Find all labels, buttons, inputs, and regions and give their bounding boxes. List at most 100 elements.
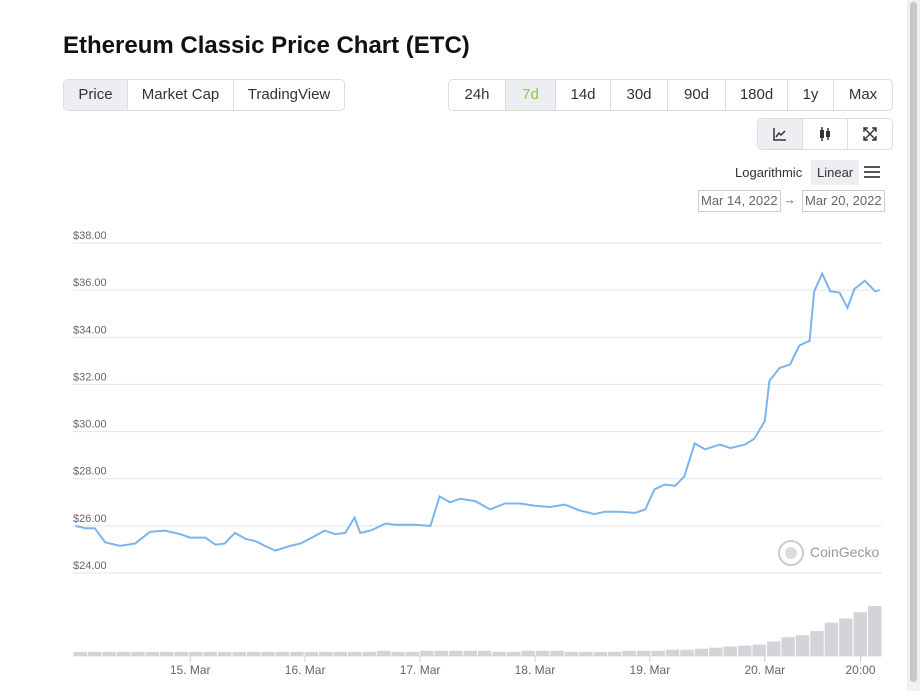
volume-bar xyxy=(665,649,680,656)
volume-bar xyxy=(579,651,593,656)
volume-bar xyxy=(868,606,882,656)
volume-bar xyxy=(636,650,651,656)
watermark: CoinGecko xyxy=(778,540,879,566)
volume-bar xyxy=(87,651,102,656)
volume-bar xyxy=(622,650,636,656)
fullscreen-button[interactable] xyxy=(848,119,892,149)
volume-bar xyxy=(752,644,766,656)
volume-bar xyxy=(766,641,781,656)
range-button[interactable]: 14d xyxy=(556,80,611,110)
x-tick-label: 19. Mar xyxy=(630,663,671,677)
x-tick-label: 20. Mar xyxy=(744,663,785,677)
candle-icon xyxy=(820,127,830,141)
volume-bar xyxy=(246,651,261,656)
range-button[interactable]: 90d xyxy=(668,80,726,110)
volume-bar xyxy=(420,650,434,656)
volume-bar xyxy=(405,651,420,656)
tab-button[interactable]: Market Cap xyxy=(128,80,234,110)
volume-bar xyxy=(449,650,463,656)
volume-bar xyxy=(853,612,868,656)
y-tick-label: $30.00 xyxy=(73,419,107,431)
page-title: Ethereum Classic Price Chart (ETC) xyxy=(63,32,470,59)
volume-bar xyxy=(333,651,347,656)
x-tick-label: 17. Mar xyxy=(400,663,441,677)
volume-bar xyxy=(521,650,535,656)
y-tick-label: $32.00 xyxy=(73,371,107,383)
volume-bar xyxy=(694,648,709,656)
y-tick-label: $38.00 xyxy=(73,230,107,242)
volume-bar xyxy=(319,651,333,656)
volume-bar xyxy=(73,651,87,656)
volume-bar xyxy=(290,651,304,656)
volume-bar xyxy=(506,651,521,656)
volume-bar xyxy=(189,651,203,656)
volume-bar xyxy=(434,650,449,656)
menu-icon[interactable] xyxy=(862,164,882,180)
volume-bar xyxy=(709,647,723,656)
volume-bar xyxy=(680,649,694,656)
volume-bar xyxy=(131,651,145,656)
volume-bar xyxy=(781,637,795,656)
chart-type-group xyxy=(757,118,893,150)
chart: CoinGecko $24.00 $26.00 $28.00 $30.00 $32.00… xyxy=(73,230,882,677)
date-from[interactable]: Mar 14, 2022 xyxy=(698,190,781,212)
volume-bar xyxy=(478,650,492,656)
volume-bar xyxy=(102,651,116,656)
range-button[interactable]: 30d xyxy=(611,80,668,110)
volume-bar xyxy=(362,651,376,656)
volume-bar xyxy=(347,651,362,656)
volume-bar xyxy=(535,650,550,656)
volume-bar xyxy=(564,651,579,656)
volume-bar xyxy=(492,651,506,656)
range-button[interactable]: Max xyxy=(848,86,878,103)
linear-scale-button[interactable]: Linear xyxy=(811,160,860,185)
x-tick-label: 18. Mar xyxy=(515,663,556,677)
range-button[interactable]: 7d xyxy=(506,80,556,110)
volume-bar xyxy=(723,646,738,656)
volume-bar xyxy=(232,651,246,656)
volume-bar xyxy=(174,651,189,656)
tab-button[interactable]: Price xyxy=(64,80,128,110)
date-to[interactable]: Mar 20, 2022 xyxy=(802,190,885,212)
volume-bar xyxy=(550,650,564,656)
volume-bar xyxy=(795,635,810,656)
log-scale-button[interactable]: Logarithmic xyxy=(735,165,803,180)
volume-bar xyxy=(608,651,622,656)
volume-bar xyxy=(376,650,391,656)
volume-bar xyxy=(116,651,131,656)
tab-group: Price Market Cap TradingView xyxy=(63,79,345,111)
volume-bar xyxy=(839,618,853,656)
range-group: 24h 7d 14d 30d 90d 180d 1y Max xyxy=(448,79,893,111)
volume-bar xyxy=(217,651,232,656)
volume-bar xyxy=(738,645,752,656)
range-button[interactable]: 24h xyxy=(449,80,506,110)
scrollbar-thumb[interactable] xyxy=(910,2,917,682)
volume-bar xyxy=(391,651,405,656)
volume-bar xyxy=(275,651,290,656)
volume-bar xyxy=(593,651,608,656)
y-tick-label: $24.00 xyxy=(73,560,107,572)
tab-button[interactable]: TradingView xyxy=(247,86,331,103)
volume-bar xyxy=(304,651,319,656)
y-tick-label: $26.00 xyxy=(73,513,107,525)
line-chart-button[interactable] xyxy=(758,119,803,149)
range-button[interactable]: 1y xyxy=(788,80,834,110)
y-tick-label: $34.00 xyxy=(73,324,107,336)
scrollbar[interactable] xyxy=(907,0,920,691)
volume-bar xyxy=(810,631,824,656)
price-line xyxy=(75,271,880,552)
range-button[interactable]: 180d xyxy=(726,80,788,110)
volume-bar xyxy=(145,651,160,656)
volume-bar xyxy=(160,651,174,656)
y-tick-label: $36.00 xyxy=(73,277,107,289)
volume-bar xyxy=(824,622,839,656)
date-separator: → xyxy=(783,192,796,207)
candle-chart-button[interactable] xyxy=(803,119,848,149)
expand-icon xyxy=(863,127,877,141)
x-tick-label: 20:00 xyxy=(845,663,875,677)
x-tick-label: 15. Mar xyxy=(170,663,211,677)
volume-bar xyxy=(651,650,665,656)
volume-bar xyxy=(261,651,275,656)
line-icon xyxy=(773,128,786,141)
